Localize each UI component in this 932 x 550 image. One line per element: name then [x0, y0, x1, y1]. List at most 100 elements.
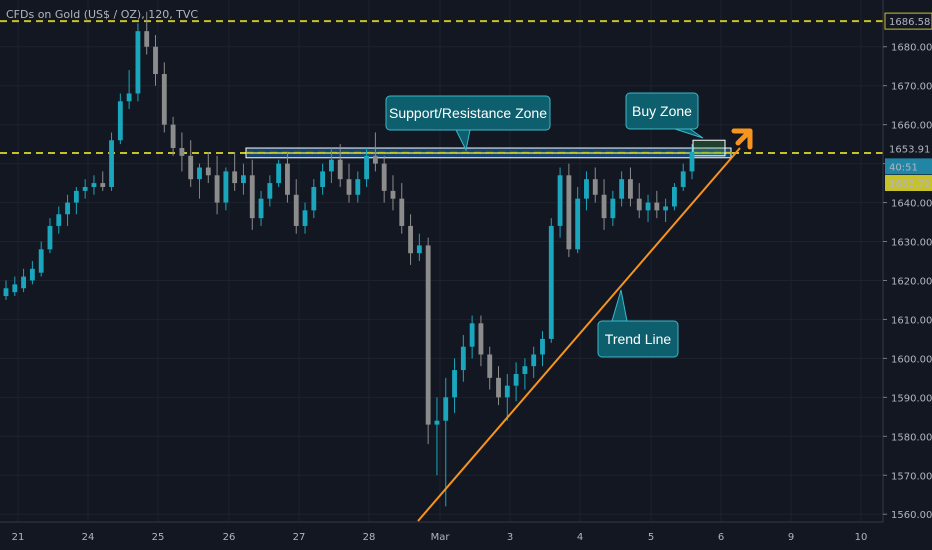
candle-body [293, 194, 299, 226]
price-tick-label: 1630.00 [891, 238, 932, 249]
candle-body [21, 276, 27, 289]
candle-body [285, 163, 290, 195]
candle-body [416, 245, 422, 254]
candle-body [645, 202, 651, 211]
price-tick-label: 1560.00 [891, 510, 932, 521]
candle-body [12, 284, 18, 293]
price-tick-label: 1570.00 [891, 471, 932, 482]
candle-body [663, 206, 669, 211]
candle-body [557, 175, 563, 226]
support-resistance-callout-box [385, 95, 551, 131]
candle-body [267, 183, 273, 199]
candle-body [214, 175, 220, 203]
trend-line-callout-label: Trend Line [605, 331, 672, 347]
candle-body [346, 179, 352, 195]
buy-zone-callout-box [625, 92, 699, 130]
candle-body [628, 179, 633, 199]
current-price-label-bg [885, 140, 932, 157]
candle-body [38, 249, 44, 273]
candle-body [3, 288, 9, 297]
time-tick-label: 24 [82, 532, 95, 543]
time-tick-label: 21 [12, 532, 25, 543]
time-tick-label: Mar [431, 532, 451, 543]
candle-body [197, 167, 202, 180]
candle-body [311, 186, 317, 211]
candle-body [29, 268, 35, 281]
candle-body [443, 397, 449, 421]
candle-body [531, 354, 537, 367]
chart-title: CFDs on Gold (US$ / OZ), 120, TVC [6, 8, 199, 21]
candle-body [135, 31, 141, 94]
countdown-label: 40:51 [889, 162, 918, 173]
buy-zone-callout-pointer [674, 128, 704, 139]
candle-body [372, 155, 378, 164]
countdown-label-bg [885, 158, 932, 175]
current-price-label: 1653.91 [889, 144, 930, 155]
candle-body [680, 171, 686, 187]
time-axis[interactable]: 21 24 25 26 27 28 Mar 3 4 5 6 9 10 [0, 521, 883, 543]
price-tick-label: 1580.00 [891, 432, 932, 443]
time-tick-label: 27 [293, 532, 306, 543]
candle-body [487, 354, 493, 378]
price-tick-label: 1640.00 [891, 199, 932, 210]
buy-zone-callout: Buy Zone [625, 92, 704, 139]
candle-body [460, 346, 466, 371]
price-tick-label: 1680.00 [891, 43, 932, 54]
candle-body [144, 31, 150, 47]
candle-body [258, 198, 264, 219]
time-tick-label: 6 [718, 532, 724, 543]
price-tick-label: 1620.00 [891, 276, 932, 287]
level-price-label: 1652.72 [889, 179, 930, 190]
candle-body [205, 167, 211, 176]
price-tick-label: 1590.00 [891, 393, 932, 404]
support-resistance-zone [245, 139, 732, 159]
candle-body [399, 198, 405, 226]
candle-body [56, 214, 62, 226]
time-tick-label: 25 [152, 532, 165, 543]
candle-body [496, 377, 501, 398]
trend-line-path [417, 147, 741, 522]
candle-body [91, 183, 97, 187]
time-tick-label: 3 [507, 532, 513, 543]
candle-body [434, 420, 440, 425]
price-tick-label: 1670.00 [891, 82, 932, 93]
candle-body [355, 179, 361, 195]
candle-body [610, 198, 616, 219]
trend-line-callout-box [597, 320, 679, 358]
price-axis-bg [883, 0, 932, 550]
candle-body [170, 124, 176, 149]
candle-body [619, 179, 625, 199]
time-tick-label: 28 [363, 532, 376, 543]
candle-body [223, 171, 229, 203]
candle-body [566, 175, 572, 250]
callouts: Support/Resistance Zone Buy Zone Trend Lin… [385, 92, 704, 358]
candle-body [65, 202, 70, 215]
top-level-label-bg [885, 13, 932, 30]
candle-body [82, 186, 88, 191]
time-tick-label: 4 [577, 532, 583, 543]
price-tick-label: 1660.00 [891, 121, 932, 132]
candle-body [425, 245, 431, 425]
candle-body [364, 155, 370, 180]
price-tick-label: 1600.00 [891, 354, 932, 365]
candle-body [100, 183, 106, 187]
candle-body [390, 190, 396, 199]
candle-body [320, 171, 326, 187]
top-level-label: 1686.58 [889, 17, 930, 28]
candle-body [337, 159, 343, 180]
candle-body [513, 373, 519, 386]
candle-body [584, 179, 589, 199]
candle-body [117, 101, 123, 141]
candle-body [601, 194, 607, 219]
price-axis[interactable]: 1560.00 1570.00 1580.00 1590.00 1600.00 1610.… [882, 0, 932, 550]
trend-line [417, 128, 753, 522]
candle-body [249, 175, 255, 219]
candle-body [302, 210, 308, 226]
candle-body [671, 186, 677, 207]
candle-body [47, 225, 53, 250]
buy-zone-rect [692, 139, 726, 157]
support-resistance-callout-pointer [455, 129, 471, 152]
candle-body [689, 151, 695, 172]
candle-body [179, 148, 185, 156]
